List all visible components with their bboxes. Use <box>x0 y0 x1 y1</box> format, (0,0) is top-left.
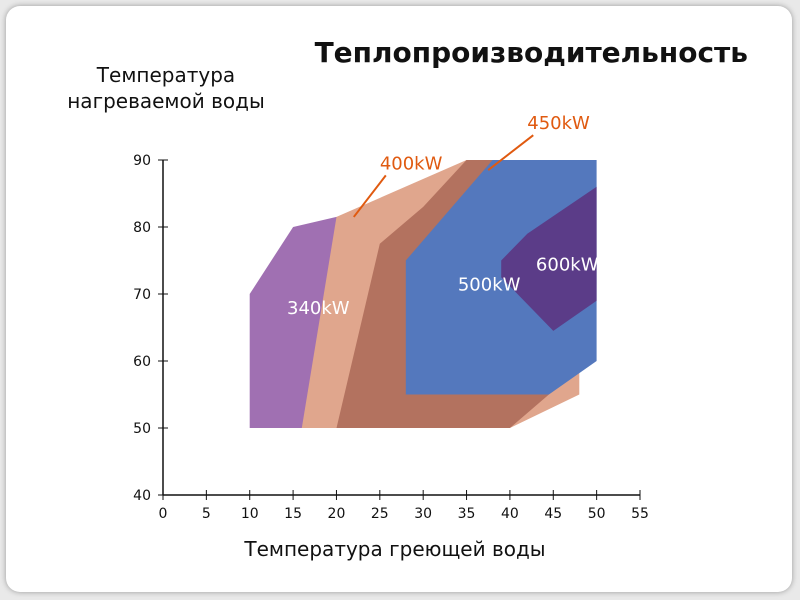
x-tick-label: 45 <box>544 506 562 522</box>
chart-title: Теплопроизводительность <box>315 36 748 69</box>
axes-layer: 0 5 10 15 20 25 30 35 40 45 50 55 40 50 60 70 80 90 <box>133 153 649 522</box>
x-axis-label: Температура греющей воды <box>243 537 545 561</box>
label-450kw: 450kW <box>527 113 590 134</box>
regions-layer <box>249 160 597 428</box>
x-tick-label: 5 <box>202 506 211 522</box>
x-tick-label: 40 <box>501 506 519 522</box>
region-600kw <box>501 186 597 331</box>
y-tick-label: 90 <box>133 153 151 169</box>
y-tick-label: 70 <box>133 287 151 303</box>
x-tick-label: 35 <box>458 506 476 522</box>
x-tick-label: 55 <box>631 506 649 522</box>
x-tick-label: 20 <box>328 506 346 522</box>
region-labels-layer: 340kW 400kW 450kW 500kW 600kW <box>287 113 599 319</box>
y-tick-label: 60 <box>133 354 151 370</box>
y-axis-label-line-2: нагреваемой воды <box>67 89 265 113</box>
x-tick-label: 50 <box>588 506 606 522</box>
chart-svg: Теплопроизводительность Температура нагр… <box>67 36 748 561</box>
pointer-450kw <box>487 134 534 171</box>
x-tick-label: 30 <box>414 506 432 522</box>
label-400kw: 400kW <box>380 153 443 174</box>
y-tick-label: 80 <box>133 220 151 236</box>
label-340kw: 340kW <box>287 298 350 319</box>
pointer-400kw <box>353 174 387 218</box>
x-tick-label: 25 <box>371 506 389 522</box>
y-tick-label: 50 <box>133 421 151 437</box>
x-tick-label: 0 <box>159 506 168 522</box>
label-500kw: 500kW <box>458 275 521 296</box>
y-tick-label: 40 <box>133 488 151 504</box>
region-500kw <box>405 160 597 395</box>
slide-card: Теплопроизводительность Температура нагр… <box>6 6 792 592</box>
label-600kw: 600kW <box>536 255 599 276</box>
x-tick-label: 15 <box>284 506 302 522</box>
x-tick-label: 10 <box>241 506 259 522</box>
y-axis-label-line-1: Температура <box>96 63 235 87</box>
